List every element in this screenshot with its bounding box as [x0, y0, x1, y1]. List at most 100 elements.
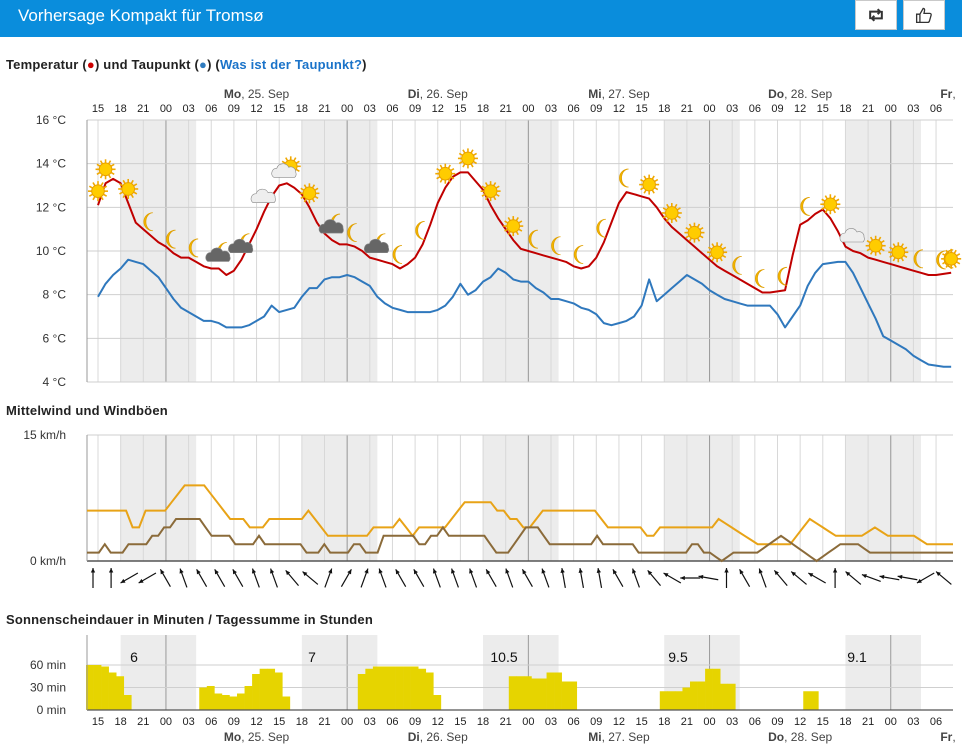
hour-label: 18: [477, 716, 489, 728]
hour-label: 21: [500, 103, 512, 115]
wind-arrow: [469, 568, 478, 588]
sunshine-bar: [214, 693, 223, 710]
wind-arrow: [612, 569, 624, 587]
wind-arrow: [395, 569, 407, 587]
wind-gusts-line: [87, 484, 953, 546]
y-tick-label: 6 °C: [43, 331, 67, 345]
moon-icon: [528, 229, 538, 249]
night-band: [845, 435, 921, 561]
wind-arrow: [879, 574, 900, 581]
hour-label: 09: [771, 716, 783, 728]
hour-label: 21: [318, 103, 330, 115]
sunshine-bar: [108, 672, 117, 710]
like-button[interactable]: [903, 0, 945, 30]
y-tick-label: 4 °C: [43, 375, 67, 389]
wind-arrow: [485, 569, 497, 587]
hour-label: 03: [182, 103, 194, 115]
hour-label: 09: [409, 103, 421, 115]
sunshine-bar: [561, 681, 570, 710]
moon-icon: [936, 250, 946, 270]
hour-label: 09: [228, 716, 240, 728]
wind-arrow: [451, 568, 459, 588]
night-band: [845, 635, 921, 710]
hour-label: 00: [522, 716, 534, 728]
cloud-icon: [271, 163, 297, 178]
daily-sum-label: 7: [308, 649, 316, 665]
hour-label: 00: [160, 103, 172, 115]
hour-label: 00: [885, 103, 897, 115]
wind-arrow: [324, 568, 333, 588]
wind-arrow: [285, 569, 299, 587]
wind-arrow: [663, 572, 682, 584]
share-button[interactable]: [855, 0, 897, 30]
sunshine-bar: [682, 687, 691, 710]
sunshine-bar: [425, 672, 434, 710]
sunshine-bar: [697, 681, 706, 710]
hour-label: 03: [726, 103, 738, 115]
sun-icon: [299, 183, 320, 204]
day-label: Mi, 27. Sep: [588, 87, 650, 101]
moon-icon: [392, 245, 403, 264]
hour-label: 21: [137, 103, 149, 115]
sunshine-bar: [712, 668, 721, 710]
sun-icon: [888, 242, 909, 263]
day-label: Do, 28. Sep: [768, 87, 832, 101]
y-tick-label: 12 °C: [36, 200, 66, 214]
wind-section-title: Mittelwind und Windböen: [6, 403, 168, 418]
hour-label: 12: [432, 103, 444, 115]
wind-arrow: [90, 568, 96, 588]
dewpoint-legend-dot: ●: [199, 57, 208, 72]
y-tick-label: 15 km/h: [23, 428, 66, 442]
sunshine-bar: [237, 693, 245, 710]
hour-label: 18: [658, 716, 670, 728]
sun-icon: [88, 181, 108, 202]
sun-icon: [95, 159, 116, 180]
moon-icon: [913, 249, 923, 269]
wind-arrow: [232, 569, 244, 587]
hour-label: 06: [749, 716, 761, 728]
wind-arrow: [698, 574, 719, 581]
hour-label: 12: [250, 103, 262, 115]
sunshine-bar: [244, 686, 253, 710]
moon-icon: [415, 221, 425, 240]
wind-arrow: [680, 575, 701, 581]
hour-label: 00: [885, 716, 897, 728]
hour-label: 00: [703, 716, 715, 728]
sunshine-bar: [539, 678, 547, 710]
y-tick-label: 30 min: [30, 681, 66, 695]
hour-label: 21: [862, 103, 874, 115]
dewpoint-line: [97, 258, 952, 368]
cloud-icon: [205, 247, 231, 262]
hour-label: 03: [182, 716, 194, 728]
cloud-icon: [318, 219, 344, 234]
hour-label: 15: [273, 103, 285, 115]
y-tick-label: 10 °C: [36, 244, 66, 258]
wind-arrow: [541, 568, 550, 588]
hour-label: 21: [681, 103, 693, 115]
hour-label: 15: [635, 103, 647, 115]
wind-arrow: [432, 568, 441, 588]
hour-label: 18: [296, 103, 308, 115]
daily-sum-label: 9.5: [668, 649, 688, 665]
wind-arrow: [413, 569, 425, 587]
wind-arrow: [897, 574, 918, 581]
sunshine-bar: [531, 678, 540, 710]
sunshine-bar: [523, 676, 532, 710]
sunshine-bar: [690, 681, 698, 710]
sunshine-bar: [395, 666, 404, 710]
dewpoint-info-link[interactable]: Was ist der Taupunkt?: [219, 57, 363, 72]
wind-arrow: [758, 568, 767, 588]
night-band: [301, 435, 378, 561]
sunshine-bar: [803, 691, 812, 710]
sunshine-bar: [418, 668, 427, 710]
temperature-legend-dot: ●: [86, 57, 95, 72]
day-label: Mi, 27. Sep: [588, 730, 650, 744]
hour-label: 03: [907, 716, 919, 728]
night-band: [120, 635, 197, 710]
wind-arrow: [578, 568, 585, 588]
hour-label: 15: [454, 103, 466, 115]
moon-icon: [619, 168, 629, 188]
night-band: [120, 435, 197, 561]
sun-icon: [639, 174, 660, 195]
sunshine-bar: [206, 686, 215, 710]
